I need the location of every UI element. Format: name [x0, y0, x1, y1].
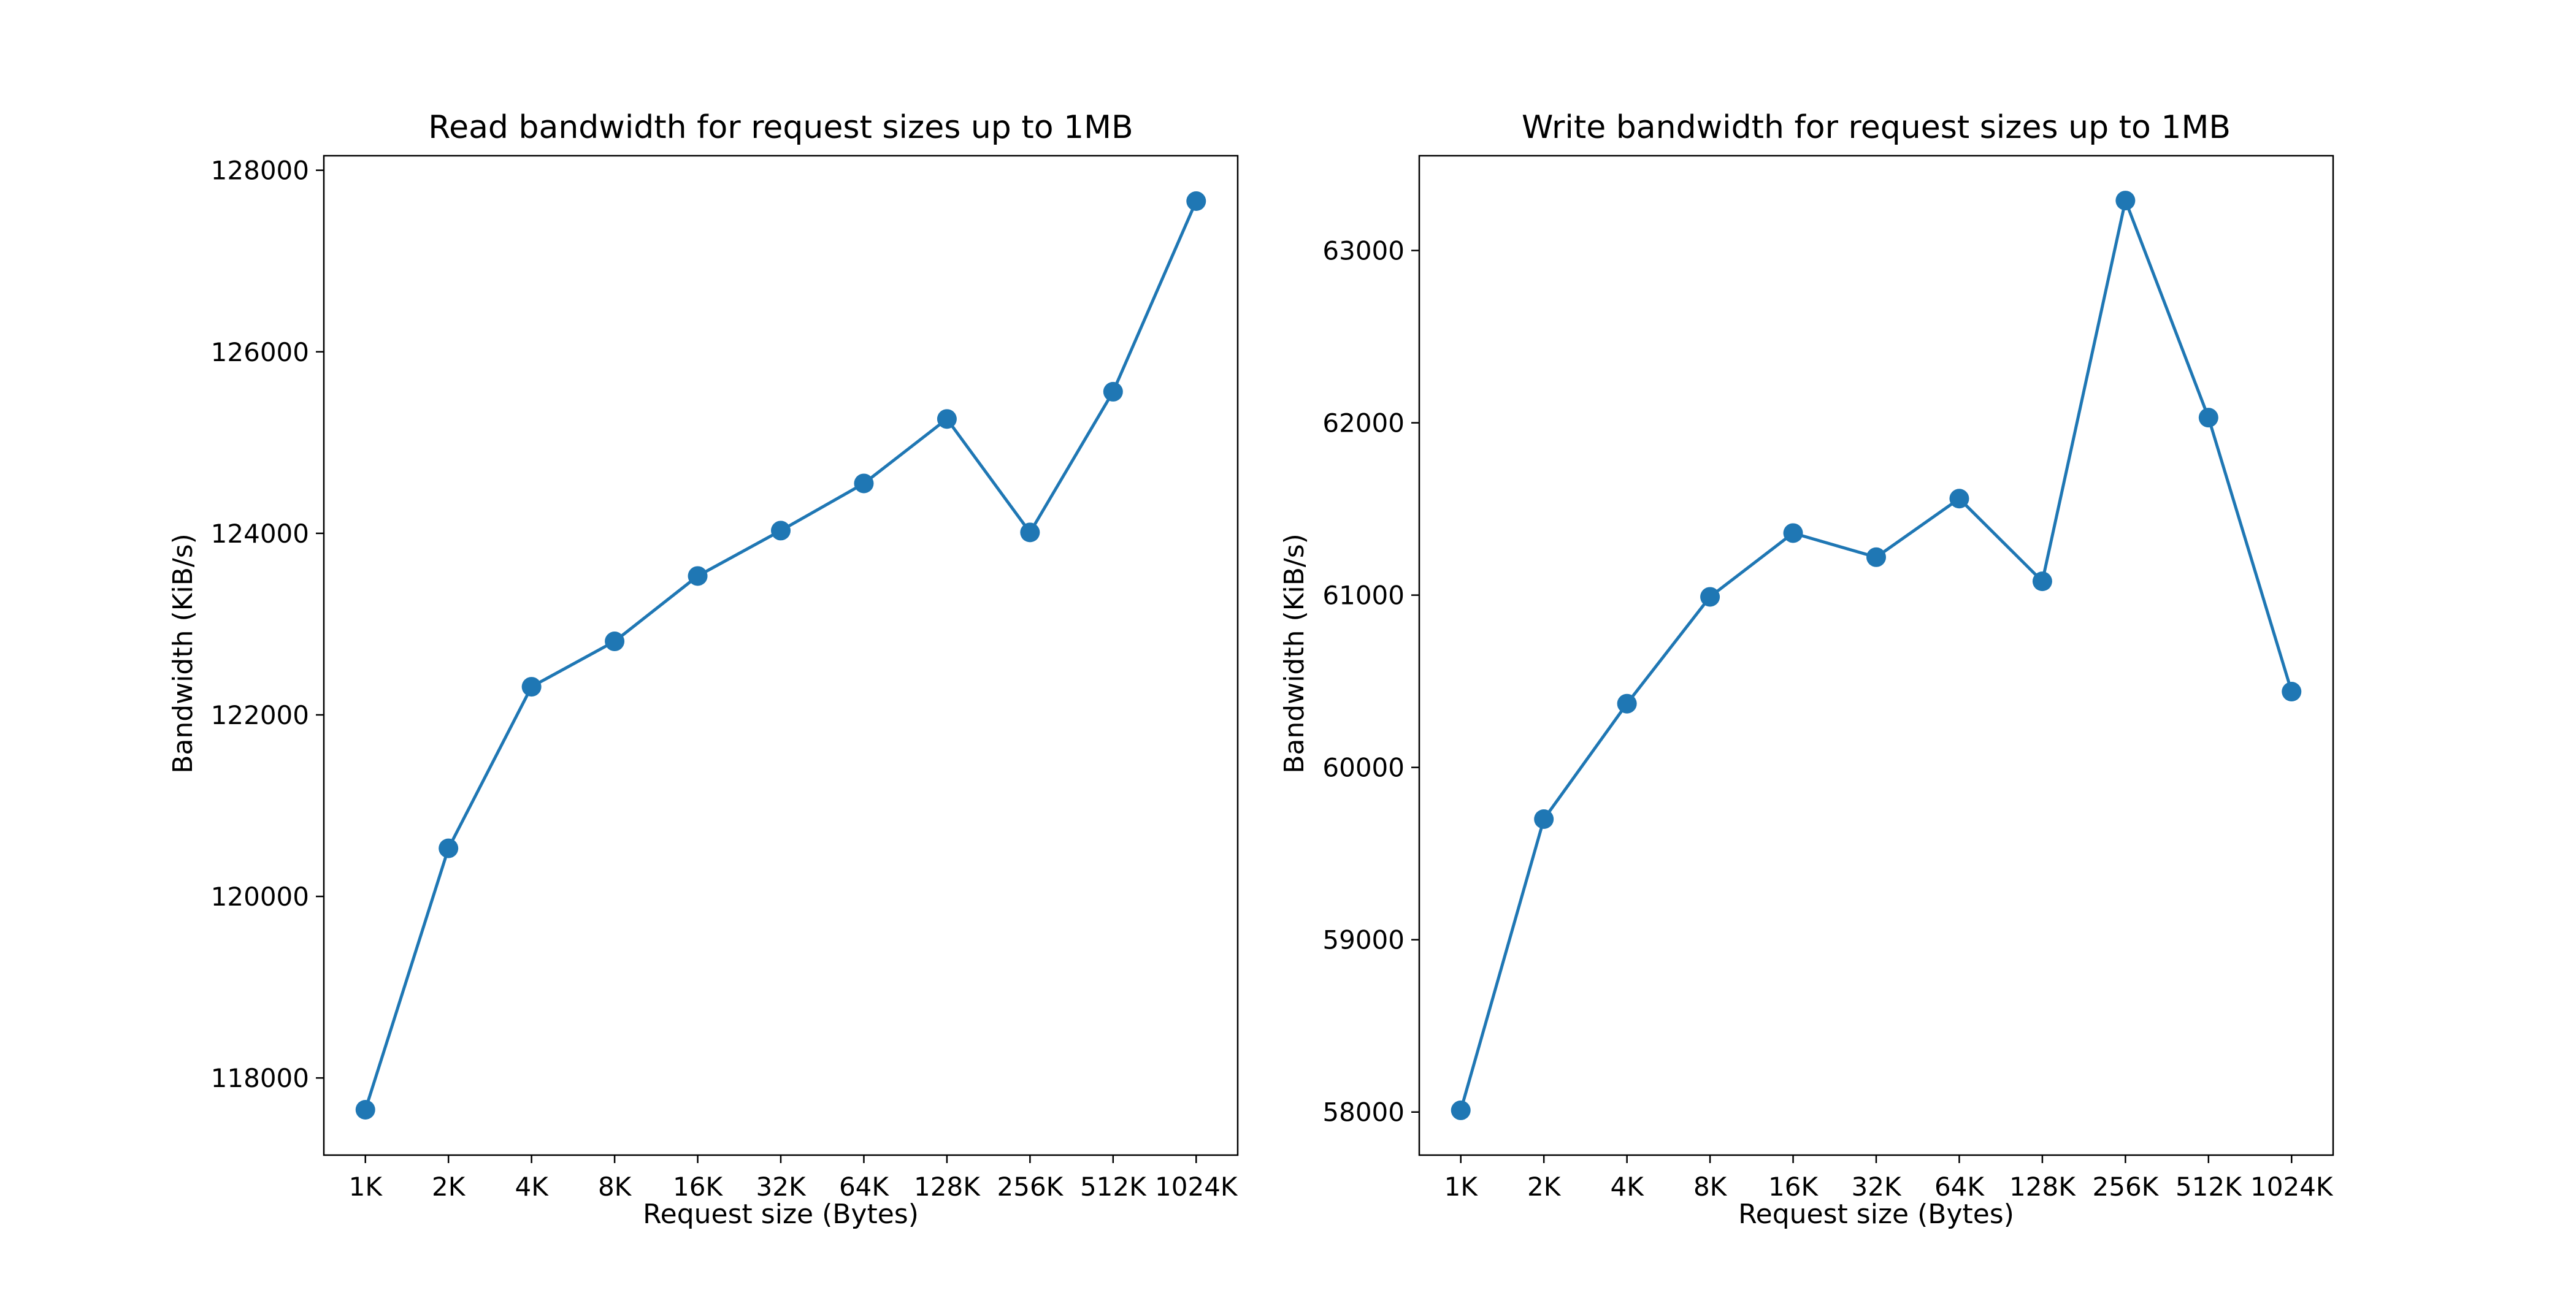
data-point	[854, 473, 874, 494]
x-axis-label: Request size (Bytes)	[643, 1199, 919, 1230]
read-bandwidth-chart: Read bandwidth for request sizes up to 1…	[167, 109, 1239, 1230]
data-point	[1103, 381, 1123, 402]
y-tick-label: 120000	[211, 882, 309, 912]
y-tick-label: 128000	[211, 156, 309, 186]
data-point	[1451, 1100, 1471, 1120]
x-tick-label: 512K	[2175, 1172, 2242, 1202]
x-tick-label: 256K	[997, 1172, 1064, 1202]
data-point	[355, 1099, 375, 1120]
y-axis-label: Bandwidth (KiB/s)	[1279, 533, 1310, 774]
x-tick-label: 1K	[349, 1172, 383, 1202]
x-tick-label: 32K	[756, 1172, 807, 1202]
chart-title: Read bandwidth for request sizes up to 1…	[428, 109, 1133, 146]
x-tick-label: 64K	[839, 1172, 889, 1202]
data-point	[771, 521, 791, 541]
x-tick-label: 128K	[914, 1172, 981, 1202]
data-point	[605, 632, 625, 652]
y-tick-label: 124000	[211, 519, 309, 549]
x-tick-label: 128K	[2009, 1172, 2076, 1202]
x-tick-label: 256K	[2093, 1172, 2160, 1202]
data-point	[1020, 522, 1040, 543]
x-tick-label: 8K	[1693, 1172, 1728, 1202]
data-point	[2198, 408, 2218, 428]
x-tick-label: 2K	[432, 1172, 466, 1202]
x-tick-label: 512K	[1080, 1172, 1147, 1202]
y-tick-label: 126000	[211, 337, 309, 367]
data-point	[1534, 809, 1554, 829]
data-point	[1949, 489, 1969, 509]
data-point	[2115, 191, 2136, 211]
data-point	[688, 566, 708, 586]
data-point	[1186, 191, 1206, 212]
y-tick-label: 60000	[1322, 753, 1405, 783]
y-axis-label: Bandwidth (KiB/s)	[167, 533, 199, 774]
data-point	[2282, 682, 2302, 702]
y-tick-label: 58000	[1322, 1097, 1405, 1128]
x-tick-label: 1024K	[1155, 1172, 1238, 1202]
plot-frame	[323, 155, 1239, 1156]
x-tick-label: 1024K	[2250, 1172, 2334, 1202]
y-tick-label: 62000	[1322, 408, 1405, 438]
write-bandwidth-chart: Write bandwidth for request sizes up to …	[1279, 109, 2334, 1230]
plot-frame	[1418, 155, 2334, 1156]
x-tick-label: 32K	[1852, 1172, 1902, 1202]
data-point	[1866, 547, 1886, 567]
data-point	[1700, 587, 1720, 607]
x-axis-label: Request size (Bytes)	[1738, 1199, 2014, 1230]
x-tick-label: 4K	[515, 1172, 550, 1202]
x-tick-label: 16K	[1768, 1172, 1819, 1202]
y-tick-label: 59000	[1322, 925, 1405, 955]
x-tick-label: 2K	[1527, 1172, 1562, 1202]
x-tick-label: 8K	[598, 1172, 632, 1202]
data-point	[439, 838, 459, 858]
data-point	[937, 409, 957, 429]
x-tick-label: 16K	[673, 1172, 723, 1202]
y-tick-label: 118000	[211, 1063, 309, 1093]
data-point	[2032, 571, 2052, 592]
x-tick-label: 64K	[1934, 1172, 1985, 1202]
y-tick-label: 61000	[1322, 581, 1405, 611]
data-point	[1783, 523, 1803, 543]
data-point	[521, 677, 542, 697]
data-point	[1617, 693, 1637, 714]
x-tick-label: 4K	[1611, 1172, 1645, 1202]
y-tick-label: 63000	[1322, 236, 1405, 266]
y-tick-label: 122000	[211, 700, 309, 730]
x-tick-label: 1K	[1444, 1172, 1479, 1202]
chart-title: Write bandwidth for request sizes up to …	[1522, 109, 2231, 146]
